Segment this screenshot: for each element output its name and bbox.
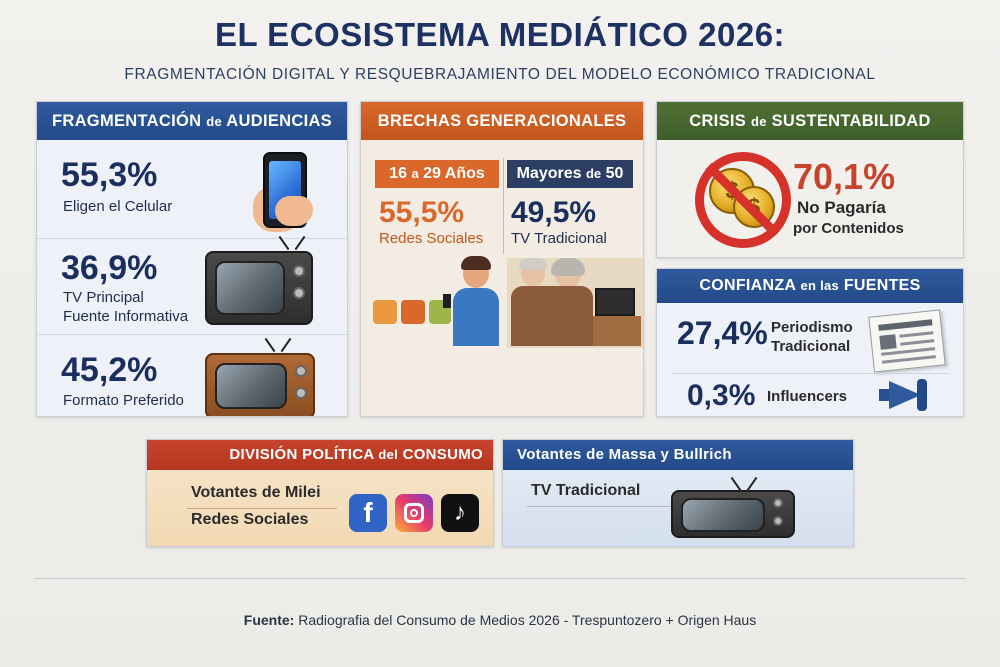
tiktok-icon: ♪: [441, 494, 479, 532]
young-label: Redes Sociales: [379, 230, 484, 247]
tag-word: 16: [389, 165, 407, 182]
facebook-icon: f: [349, 494, 387, 532]
source-citation: Fuente: Radiografia del Consumo de Medio…: [0, 612, 1000, 628]
header-word: de: [206, 114, 223, 129]
panel-brechas-header: BRECHAS GENERACIONALES: [361, 102, 643, 140]
brechas-divider: [503, 158, 504, 254]
header-word: SUSTENTABILIDAD: [771, 112, 931, 130]
stat-celular: 55,3% Eligen el Celular: [37, 140, 347, 238]
milei-label: Votantes de Milei: [191, 484, 321, 501]
crisis-label: por Contenidos: [793, 220, 904, 237]
source-label: Fuente:: [243, 612, 295, 628]
tag-word: 29 Años: [423, 165, 485, 182]
stat-formato: 45,2% Formato Preferido: [37, 334, 347, 416]
stat-value: 45,2%: [61, 351, 158, 389]
stat-value: 36,9%: [61, 249, 158, 287]
panel-crisis: CRISIS de SUSTENTABILIDAD $ $ 70,1% No P…: [656, 101, 964, 258]
header-word: del: [378, 447, 399, 462]
tag-word: a: [411, 166, 419, 181]
header-word: FUENTES: [843, 277, 921, 294]
trust-value: 27,4%: [677, 315, 768, 351]
crisis-value: 70,1%: [793, 156, 896, 197]
old-value: 49,5%: [511, 196, 597, 229]
header-word: CRISIS: [689, 112, 747, 130]
panel-politica: DIVISIÓN POLÍTICA del CONSUMO Votantes d…: [146, 439, 494, 547]
stat-label: Formato Preferido: [63, 392, 184, 409]
trust-label: Periodismo: [771, 319, 853, 336]
header-word: de: [750, 114, 767, 129]
header-word: FRAGMENTACIÓN: [52, 112, 202, 130]
header-word: AUDIENCIAS: [226, 112, 332, 130]
panel-fragmentacion: FRAGMENTACIÓN de AUDIENCIAS 55,3% Eligen…: [36, 101, 348, 417]
trust-value: 0,3%: [687, 379, 756, 412]
massa-divider: [527, 506, 675, 507]
stat-value: 55,3%: [61, 156, 158, 194]
header-word: CONSUMO: [402, 446, 483, 463]
panel-confianza: CONFIANZA en las FUENTES 27,4% Periodism…: [656, 268, 964, 417]
panel-massa: Votantes de Massa y Bullrich TV Tradicio…: [502, 439, 854, 547]
source-text: Radiografia del Consumo de Medios 2026 -…: [298, 612, 757, 628]
trust-label: Tradicional: [771, 338, 851, 355]
tag-old: Mayores de 50: [507, 160, 633, 188]
tag-word: 50: [605, 165, 624, 182]
tag-young: 16 a 29 Años: [375, 160, 499, 188]
newspaper-icon: [868, 309, 946, 373]
panel-fragmentacion-header: FRAGMENTACIÓN de AUDIENCIAS: [37, 102, 347, 140]
stat-tv-principal: 36,9% TV Principal Fuente Informativa: [37, 235, 347, 334]
trust-divider: [673, 373, 949, 374]
header-word: CONFIANZA: [699, 277, 796, 294]
massa-label: TV Tradicional: [531, 482, 641, 499]
crisis-label: No Pagaría: [797, 198, 886, 217]
footer-divider: [34, 578, 966, 579]
panel-politica-header: DIVISIÓN POLÍTICA del CONSUMO: [147, 440, 493, 470]
stat-label: Fuente Informativa: [63, 308, 189, 325]
panel-brechas: BRECHAS GENERACIONALES 16 a 29 Años Mayo…: [360, 101, 644, 417]
tag-word: de: [585, 166, 602, 181]
old-label: TV Tradicional: [511, 230, 607, 247]
header-word: en las: [800, 278, 840, 293]
panel-crisis-header: CRISIS de SUSTENTABILIDAD: [657, 102, 963, 140]
tag-word: Mayores: [516, 165, 582, 182]
panel-confianza-header: CONFIANZA en las FUENTES: [657, 269, 963, 303]
panel-massa-header: Votantes de Massa y Bullrich: [503, 440, 853, 470]
stat-label: TV Principal: [63, 289, 144, 306]
trust-label: Influencers: [767, 388, 848, 405]
page-title: EL ECOSISTEMA MEDIÁTICO 2026:: [214, 16, 786, 53]
page-subtitle: FRAGMENTACIÓN DIGITAL Y RESQUEBRAJAMIENT…: [124, 66, 876, 83]
header-word: DIVISIÓN POLÍTICA: [229, 446, 374, 463]
young-value: 55,5%: [379, 196, 465, 229]
milei-sublabel: Redes Sociales: [191, 511, 309, 528]
stat-label: Eligen el Celular: [63, 198, 173, 215]
instagram-icon: [395, 494, 433, 532]
milei-divider: [187, 508, 337, 509]
